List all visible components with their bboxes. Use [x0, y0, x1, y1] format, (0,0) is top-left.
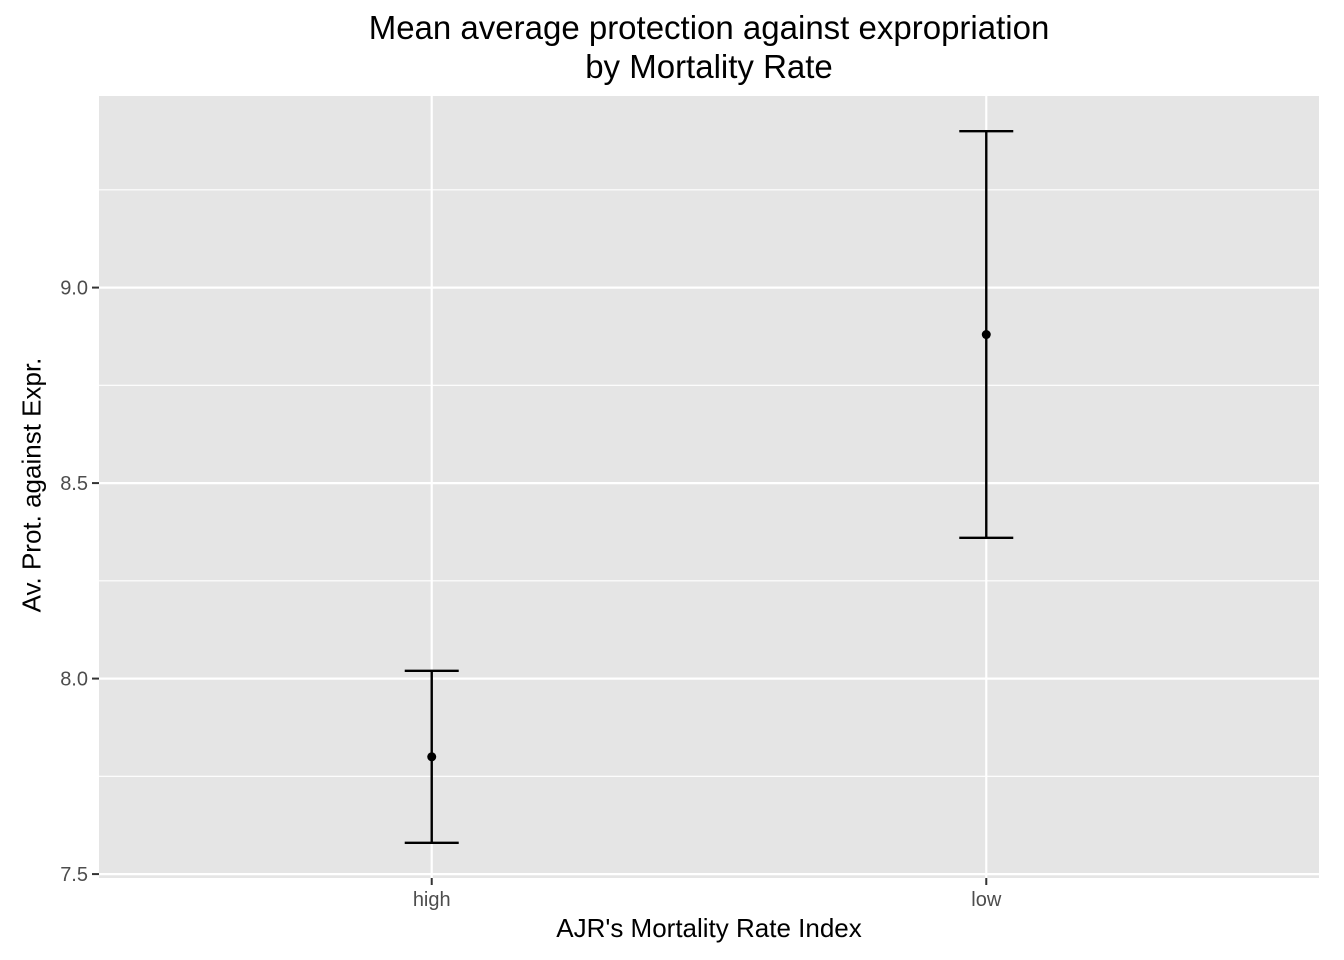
plot-panel — [99, 96, 1319, 878]
x-tick-label: high — [413, 889, 451, 911]
chart-title: Mean average protection against expropri… — [368, 9, 1050, 85]
y-axis: 7.5 8.0 8.5 9.0 — [60, 278, 99, 886]
y-axis-title: Av. Prot. against Expr. — [16, 357, 47, 613]
x-tick-label: low — [971, 889, 1002, 911]
error-bars — [404, 129, 1014, 845]
mean-point-low — [981, 330, 991, 340]
grid-minor — [99, 189, 1319, 777]
y-tick-label: 7.5 — [60, 864, 88, 886]
x-axis: high low — [413, 878, 1002, 911]
x-axis-title: AJR's Mortality Rate Index — [556, 913, 862, 943]
y-tick-label: 8.5 — [60, 473, 88, 495]
y-tick-label: 9.0 — [60, 278, 88, 300]
mean-point-high — [427, 752, 437, 762]
y-tick-label: 8.0 — [60, 669, 88, 691]
